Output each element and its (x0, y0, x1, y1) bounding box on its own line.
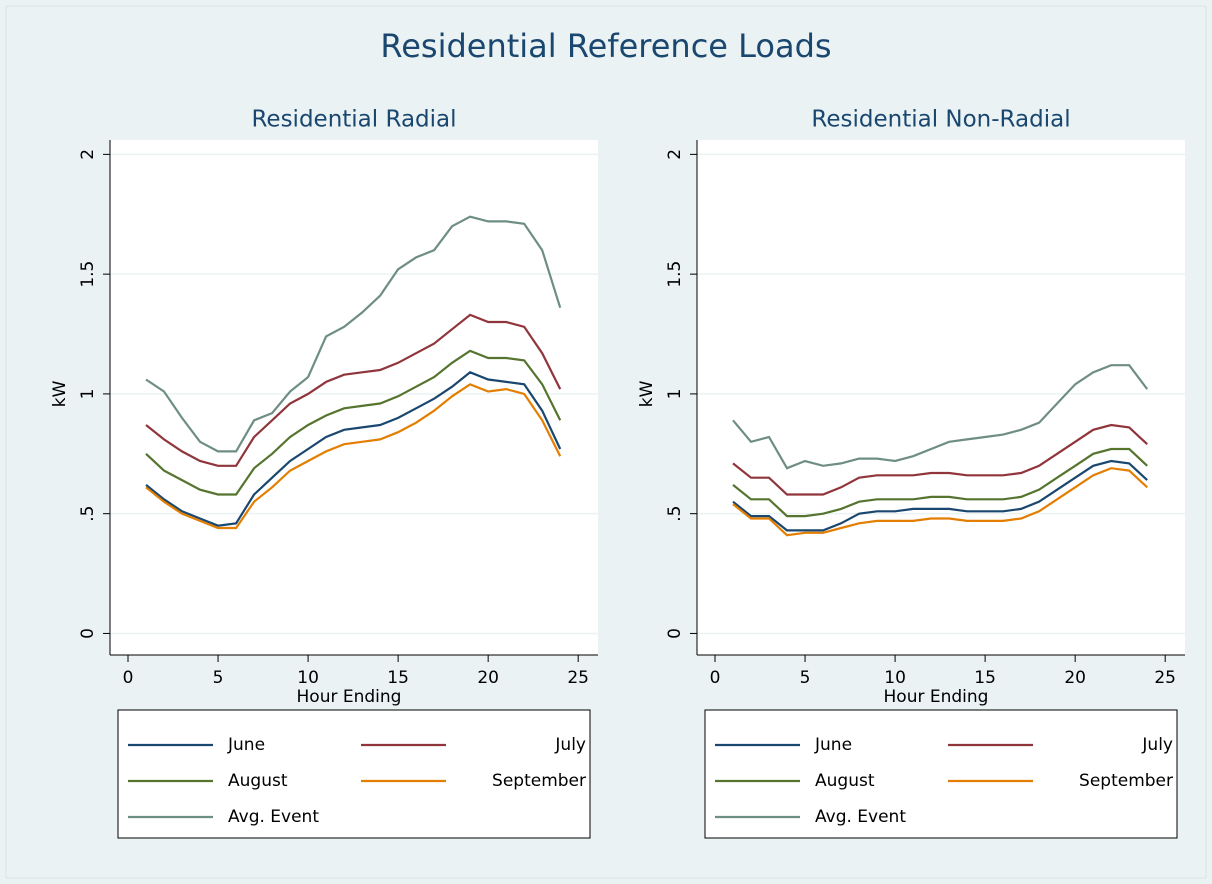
legend-label: Avg. Event (228, 807, 319, 827)
x-tick-label: 20 (477, 668, 499, 688)
x-axis-label: Hour Ending (297, 687, 402, 707)
x-tick-label: 20 (1064, 668, 1086, 688)
y-tick-label: 1.5 (78, 261, 98, 288)
y-tick-label: 2 (665, 149, 685, 160)
x-tick-label: 5 (800, 668, 811, 688)
legend-label: Avg. Event (815, 807, 906, 827)
x-tick-label: 25 (567, 668, 589, 688)
y-tick-label: 1 (665, 388, 685, 399)
y-tick-label: 0 (665, 628, 685, 639)
chart-title: Residential Radial (251, 107, 456, 133)
chart-title: Residential Non-Radial (811, 107, 1070, 133)
plot-area (110, 140, 598, 655)
x-tick-label: 15 (387, 668, 409, 688)
frame (5, 5, 1207, 879)
y-tick-label: .5 (665, 506, 685, 522)
series-line (145, 313, 562, 467)
series-line (145, 215, 562, 453)
series-line (145, 349, 562, 496)
x-tick-label: 15 (974, 668, 996, 688)
legend-label: August (228, 771, 288, 791)
x-tick-label: 0 (710, 668, 721, 688)
series-line (732, 447, 1148, 518)
main-title: Residential Reference Loads (380, 27, 831, 65)
y-tick-label: 0 (78, 628, 98, 639)
legend-label: September (1079, 771, 1173, 791)
series-line (732, 423, 1148, 496)
legend-label: June (814, 735, 852, 755)
x-tick-label: 10 (297, 668, 319, 688)
legend-label: June (227, 735, 265, 755)
y-tick-label: 1.5 (665, 261, 685, 288)
y-axis-label: kW (50, 380, 70, 407)
x-tick-label: 10 (884, 668, 906, 688)
series-line (732, 364, 1149, 470)
plot-area (697, 140, 1185, 655)
y-tick-label: .5 (78, 506, 98, 522)
legend-label: July (1141, 735, 1173, 755)
series-line (732, 459, 1148, 532)
legend-label: July (554, 735, 586, 755)
y-tick-label: 2 (78, 149, 98, 160)
x-tick-label: 25 (1154, 668, 1176, 688)
x-tick-label: 0 (123, 668, 134, 688)
x-tick-label: 5 (213, 668, 224, 688)
x-axis-label: Hour Ending (884, 687, 989, 707)
y-axis-label: kW (637, 380, 657, 407)
legend-label: September (492, 771, 586, 791)
series-line (145, 383, 562, 530)
series-line (732, 467, 1148, 537)
series-line (145, 371, 562, 527)
legend-label: August (815, 771, 875, 791)
y-tick-label: 1 (78, 388, 98, 399)
